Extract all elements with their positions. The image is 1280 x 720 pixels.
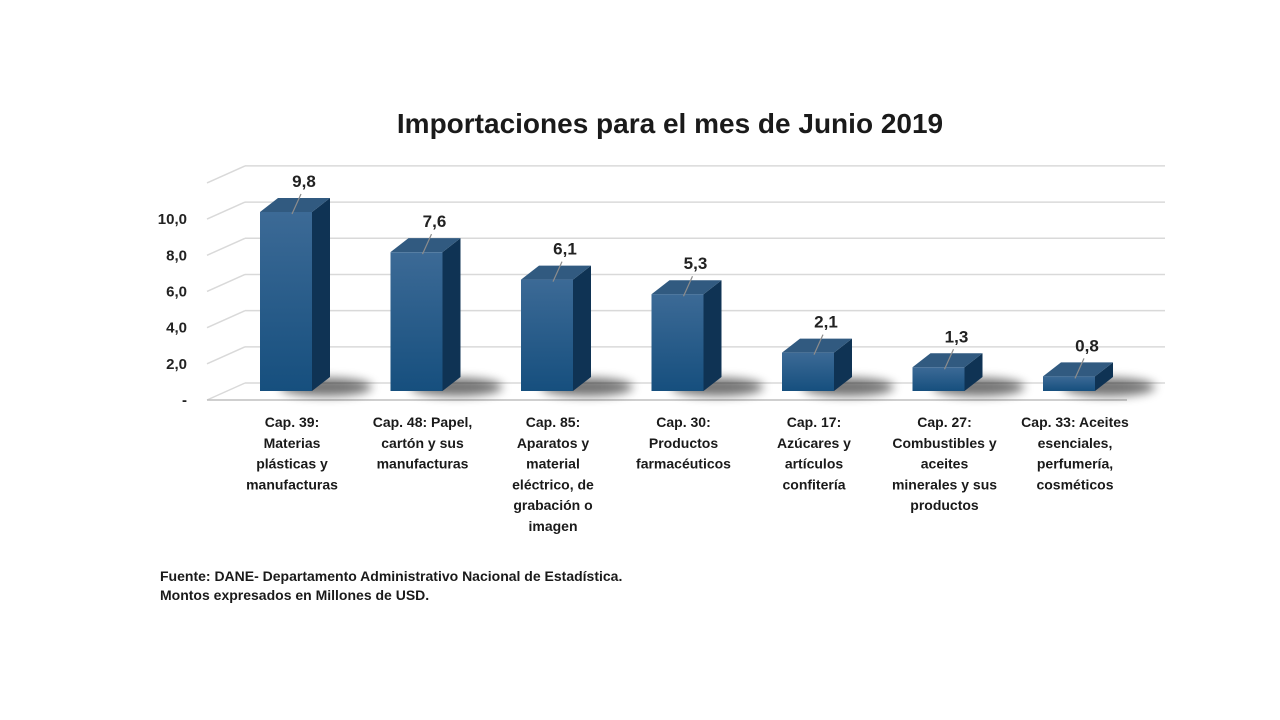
category-label-line: esenciales,: [1038, 435, 1113, 451]
category-label: Cap. 30: Productos farmacéuticos: [636, 414, 731, 472]
leader-line: [1074, 358, 1085, 379]
data-labels: 9,8 7,6 6,1 5,3 2,1 1,3 0,8: [291, 172, 1099, 379]
bar: [521, 279, 573, 391]
category-label-line: cosméticos: [1036, 476, 1113, 492]
bar-top: [651, 280, 722, 295]
data-label: 5,3: [684, 254, 708, 273]
gridline-side: [206, 201, 246, 220]
source-line: Fuente: DANE- Departamento Administrativ…: [160, 568, 623, 584]
bar-top: [1043, 362, 1113, 377]
y-tick-label: 8,0: [166, 247, 187, 264]
leader-line: [552, 261, 563, 282]
category-label-line: grabación o: [513, 497, 592, 513]
category-label-line: minerales y sus: [892, 476, 997, 492]
category-label-line: imagen: [528, 518, 577, 534]
category-label: Cap. 33: Aceites esenciales, perfumería, co…: [1021, 414, 1129, 492]
category-label: Cap. 27: Combustibles y aceites minerales y…: [892, 414, 997, 513]
bar-top: [521, 265, 591, 280]
bar: [1043, 376, 1095, 391]
bar: [912, 367, 965, 391]
category-label-line: Productos: [649, 435, 718, 451]
bar: [390, 252, 443, 391]
category-label-line: Cap. 39:: [265, 414, 319, 430]
source-note: Fuente: DANE- Departamento Administrativ…: [160, 567, 622, 605]
gridline-side: [206, 346, 246, 365]
bar: [260, 212, 312, 391]
data-label: 7,6: [423, 212, 447, 231]
leader-line: [813, 334, 824, 355]
gridline-side: [206, 237, 246, 256]
bar: [782, 352, 834, 391]
category-label-line: perfumería,: [1037, 456, 1113, 472]
category-label-line: artículos: [785, 456, 844, 472]
bar-side: [834, 338, 852, 391]
leader-line: [291, 193, 302, 215]
category-label: Cap. 48: Papel, cartón y sus manufacturas: [373, 414, 473, 472]
category-label-line: productos: [910, 497, 979, 513]
category-label-line: Cap. 85:: [526, 414, 580, 430]
data-label: 2,1: [814, 313, 838, 332]
category-label-line: Cap. 27:: [917, 414, 971, 430]
y-tick-label: 2,0: [166, 356, 187, 373]
bar-side: [442, 238, 461, 391]
gridline-side: [206, 309, 246, 329]
bar-side: [573, 265, 591, 391]
y-axis: - 2,0 4,0 6,0 8,0 10,0: [158, 211, 187, 409]
bar: [651, 294, 704, 391]
y-tick-label: 6,0: [166, 283, 187, 300]
bar-top: [390, 238, 461, 253]
data-label: 1,3: [945, 327, 969, 346]
category-label-line: manufacturas: [246, 476, 338, 492]
bar-side: [703, 280, 722, 391]
category-label: Cap. 17: Azúcares y artículos confitería: [777, 414, 851, 492]
gridline-side: [206, 165, 246, 184]
leader-line: [682, 275, 694, 297]
gridline-side: [206, 382, 246, 401]
category-label-line: Materias: [264, 435, 321, 451]
bar-side: [312, 198, 330, 391]
bar-top: [782, 338, 852, 353]
y-tick-label: 4,0: [166, 320, 187, 337]
category-label: Cap. 85: Aparatos y material eléctrico, de g…: [512, 414, 594, 534]
data-label: 0,8: [1075, 336, 1099, 355]
leader-line: [943, 349, 955, 370]
bar-side: [1095, 362, 1113, 391]
category-label-line: manufacturas: [377, 456, 469, 472]
y-tick-label: -: [182, 392, 187, 409]
bars: [260, 198, 1155, 396]
category-label-line: farmacéuticos: [636, 456, 731, 472]
category-label-line: Azúcares y: [777, 435, 851, 451]
category-label-line: plásticas y: [256, 456, 328, 472]
category-label-line: aceites: [921, 456, 969, 472]
category-label-line: confitería: [782, 476, 845, 492]
category-label-line: Cap. 30:: [656, 414, 710, 430]
bar-top: [260, 198, 330, 212]
bar-top: [912, 353, 983, 368]
data-label: 6,1: [553, 240, 577, 259]
category-label-line: Cap. 33: Aceites: [1021, 414, 1129, 430]
leader-line: [421, 233, 433, 255]
chart-title: Importaciones para el mes de Junio 2019: [397, 108, 943, 139]
units-line: Montos expresados en Millones de USD.: [160, 587, 430, 603]
gridline-side: [206, 273, 246, 293]
category-label-line: cartón y sus: [381, 435, 464, 451]
category-label: Cap. 39: Materias plásticas y manufacturas: [246, 414, 338, 492]
data-label: 9,8: [292, 172, 316, 191]
y-tick-label: 10,0: [158, 211, 187, 228]
category-label-line: Cap. 17:: [787, 414, 841, 430]
category-labels: Cap. 39: Materias plásticas y manufacturasC…: [246, 414, 1129, 534]
category-label-line: Aparatos y: [517, 435, 590, 451]
category-label-line: material: [526, 456, 580, 472]
category-label-line: Combustibles y: [892, 435, 996, 451]
category-label-line: Cap. 48: Papel,: [373, 414, 473, 430]
bar-side: [964, 353, 983, 391]
category-label-line: eléctrico, de: [512, 476, 594, 492]
